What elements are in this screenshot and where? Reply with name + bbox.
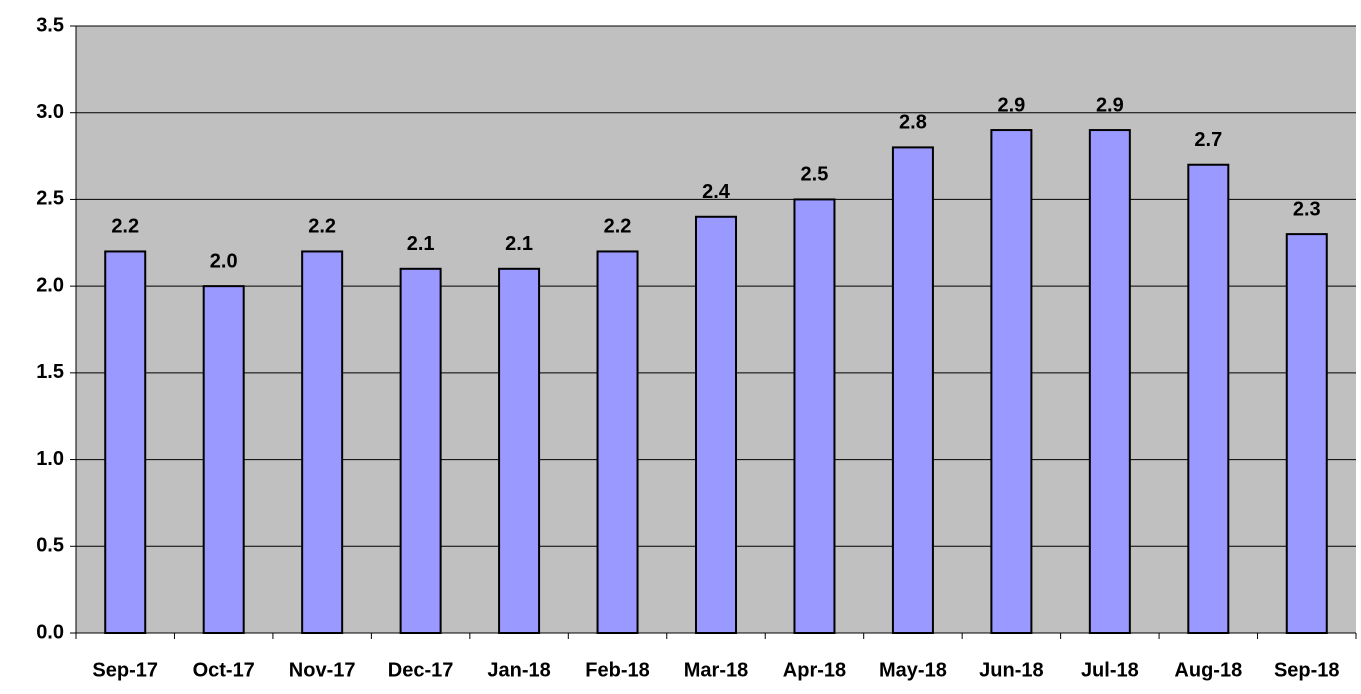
value-label: 2.2	[111, 216, 139, 238]
y-tick-label: 2.0	[36, 274, 64, 296]
x-tick-label: Oct-17	[193, 659, 255, 681]
value-label: 2.7	[1194, 129, 1222, 151]
bar	[104, 250, 147, 634]
value-label: 2.4	[702, 181, 731, 203]
x-tick-label: Feb-18	[585, 659, 649, 681]
value-label: 2.0	[210, 250, 238, 272]
bar	[399, 267, 442, 634]
x-tick-label: Jan-18	[487, 659, 550, 681]
value-label: 2.1	[505, 233, 533, 255]
bar	[891, 146, 934, 634]
bar	[596, 250, 639, 634]
bar	[1088, 129, 1131, 635]
value-label: 2.9	[1096, 94, 1124, 116]
bar	[498, 267, 541, 634]
bar	[1187, 163, 1230, 634]
y-tick-label: 1.5	[36, 361, 64, 383]
y-tick-label: 2.5	[36, 188, 64, 210]
x-tick-label: Sep-18	[1274, 659, 1340, 681]
x-tick-label: Sep-17	[92, 659, 158, 681]
bar	[202, 285, 245, 634]
y-tick-label: 0.0	[36, 621, 64, 643]
bar	[301, 250, 344, 634]
value-label: 2.2	[604, 216, 632, 238]
y-tick-label: 1.0	[36, 448, 64, 470]
x-tick-label: Jun-18	[979, 659, 1043, 681]
value-label: 2.9	[997, 94, 1025, 116]
bar	[990, 129, 1033, 635]
y-tick-label: 3.0	[36, 101, 64, 123]
value-label: 2.3	[1293, 198, 1321, 220]
value-label: 2.5	[801, 164, 829, 186]
bar	[695, 215, 737, 634]
x-tick-label: Jul-18	[1081, 659, 1139, 681]
value-label: 2.2	[308, 216, 336, 238]
x-tick-label: Apr-18	[783, 659, 846, 681]
value-label: 2.8	[899, 112, 927, 134]
bar	[1285, 233, 1328, 634]
x-tick-label: May-18	[879, 659, 947, 681]
bar	[793, 198, 836, 635]
x-tick-label: Aug-18	[1174, 659, 1242, 681]
x-tick-label: Nov-17	[289, 659, 356, 681]
y-tick-label: 0.5	[36, 535, 64, 557]
x-tick-label: Dec-17	[388, 659, 454, 681]
x-tick-label: Mar-18	[684, 659, 748, 681]
y-tick-label: 3.5	[36, 14, 64, 36]
value-label: 2.1	[407, 233, 435, 255]
